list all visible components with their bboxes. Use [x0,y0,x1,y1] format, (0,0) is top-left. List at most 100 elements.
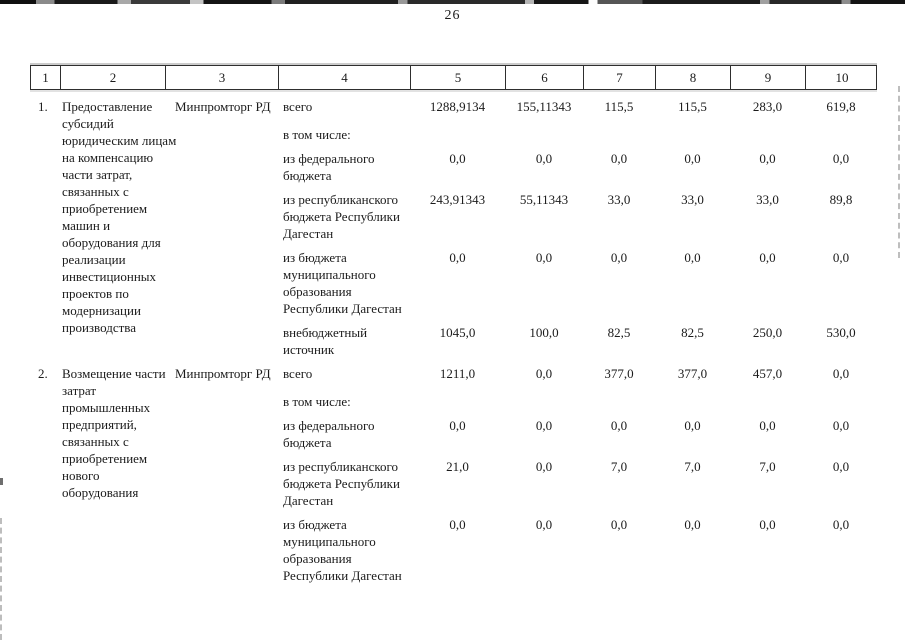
value-cell: 377,0 [604,366,634,381]
executor: Минпромторг РД [175,99,271,114]
funding-source-label: из бюджета муниципального образования Ре… [283,250,402,316]
column-header-3: 3 [166,66,279,89]
funding-source-label: из бюджета муниципального образования Ре… [283,517,402,583]
value-cell: 33,0 [607,192,631,207]
funding-source-label: всего [283,99,313,114]
value-cell: 250,0 [752,325,783,340]
value-cell: 82,5 [607,325,631,340]
value-cell: 0,0 [535,517,553,532]
funding-subrow-federal: из федерального бюджета 0,0 0,0 0,0 0,0 … [278,417,877,451]
value-cell: 0,0 [684,517,701,532]
column-header-10: 10 [835,69,849,85]
value-cell: 33,0 [756,192,779,207]
funding-subrow-total: всего 1288,9134 155,11343 115,5 115,5 28… [278,98,877,115]
value-cell: 0,0 [535,459,553,474]
funding-subrow-including: в том числе: [278,393,877,410]
value-cell: 155,11343 [516,99,572,114]
funding-subrow-federal: из федерального бюджета 0,0 0,0 0,0 0,0 … [278,150,877,184]
value-cell: 283,0 [752,99,783,114]
funding-breakdown: всего 1288,9134 155,11343 115,5 115,5 28… [278,98,877,365]
value-cell: 0,0 [610,517,628,532]
value-cell: 0,0 [535,151,553,166]
value-cell: 0,0 [832,250,850,265]
value-cell: 0,0 [759,250,776,265]
funding-source-label: всего [283,366,313,381]
value-cell: 0,0 [535,366,553,381]
value-cell: 7,0 [610,459,628,474]
value-cell: 0,0 [610,250,628,265]
funding-source-label: из федерального бюджета [283,418,375,450]
scan-artifact-left-line [0,518,2,640]
value-cell: 530,0 [826,325,856,340]
column-header-7: 7 [584,66,656,89]
value-cell: 21,0 [446,459,469,474]
scan-artifact-left-tick [0,478,3,485]
value-cell: 0,0 [684,250,701,265]
value-cell: 100,0 [529,325,559,340]
funding-subrow-municipal: из бюджета муниципального образования Ре… [278,516,877,584]
funding-subrow-municipal: из бюджета муниципального образования Ре… [278,249,877,317]
funding-source-label: в том числе: [283,127,351,142]
value-cell: 82,5 [681,325,704,340]
scan-artifact-top-bar [0,0,905,4]
scan-artifact-right-line [898,86,900,258]
value-cell: 7,0 [684,459,701,474]
value-cell: 0,0 [759,418,776,433]
funding-subrow-total: всего 1211,0 0,0 377,0 377,0 457,0 0,0 [278,365,877,382]
value-cell: 0,0 [832,517,850,532]
value-cell: 0,0 [449,151,466,166]
value-cell: 0,0 [535,250,553,265]
value-cell: 0,0 [759,517,776,532]
value-cell: 0,0 [832,366,850,381]
value-cell: 7,0 [759,459,776,474]
value-cell: 55,11343 [519,192,569,207]
column-header-9: 9 [731,66,806,89]
column-header-4: 4 [279,66,411,89]
column-header-5: 5 [411,66,506,89]
measure-name: Возмещение части затрат промышленных пре… [62,366,166,500]
value-cell: 377,0 [677,366,708,381]
value-cell: 619,8 [826,99,856,114]
value-cell: 0,0 [449,250,466,265]
value-cell: 0,0 [832,418,850,433]
column-header-1: 1 [31,66,61,89]
funding-subrow-republican: из республиканского бюджета Республики Д… [278,458,877,509]
value-cell: 0,0 [610,418,628,433]
value-cell: 0,0 [535,418,553,433]
value-cell: 0,0 [610,151,628,166]
funding-subrow-including: в том числе: [278,126,877,143]
value-cell: 33,0 [681,192,704,207]
item-number: 1. [38,99,48,114]
value-cell: 0,0 [449,418,466,433]
funding-subrow-republican: из республиканского бюджета Республики Д… [278,191,877,242]
table-header-row: 1 2 3 4 5 6 7 8 9 10 [30,65,877,90]
value-cell: 1211,0 [439,366,476,381]
value-cell: 0,0 [832,151,850,166]
value-cell: 0,0 [759,151,776,166]
table-body: 1. Предоставление субсидий юридическим л… [30,90,877,591]
value-cell: 1045,0 [439,325,476,340]
value-cell: 89,8 [829,192,853,207]
column-header-2: 2 [61,66,166,89]
funding-source-label: в том числе: [283,394,351,409]
value-cell: 0,0 [449,517,466,532]
funding-source-label: из республиканского бюджета Республики Д… [283,192,400,241]
value-cell: 115,5 [678,99,707,114]
funding-source-label: внебюджетный источник [283,325,368,357]
budget-table: 1 2 3 4 5 6 7 8 9 10 1. Предоставление с… [30,65,877,591]
funding-breakdown: всего 1211,0 0,0 377,0 377,0 457,0 0,0 в… [278,365,877,591]
executor: Минпромторг РД [175,366,271,381]
funding-source-label: из республиканского бюджета Республики Д… [283,459,400,508]
value-cell: 1288,9134 [429,99,486,114]
funding-source-label: из федерального бюджета [283,151,375,183]
table-row-item-2: 2. Возмещение части затрат промышленных … [30,365,877,591]
item-number: 2. [38,366,48,381]
value-cell: 0,0 [832,459,850,474]
value-cell: 243,91343 [429,192,486,207]
value-cell: 0,0 [684,418,701,433]
table-row-item-1: 1. Предоставление субсидий юридическим л… [30,98,877,365]
funding-subrow-extrabudgetary: внебюджетный источник 1045,0 100,0 82,5 … [278,324,877,358]
value-cell: 115,5 [604,99,634,114]
column-header-8: 8 [656,66,731,89]
